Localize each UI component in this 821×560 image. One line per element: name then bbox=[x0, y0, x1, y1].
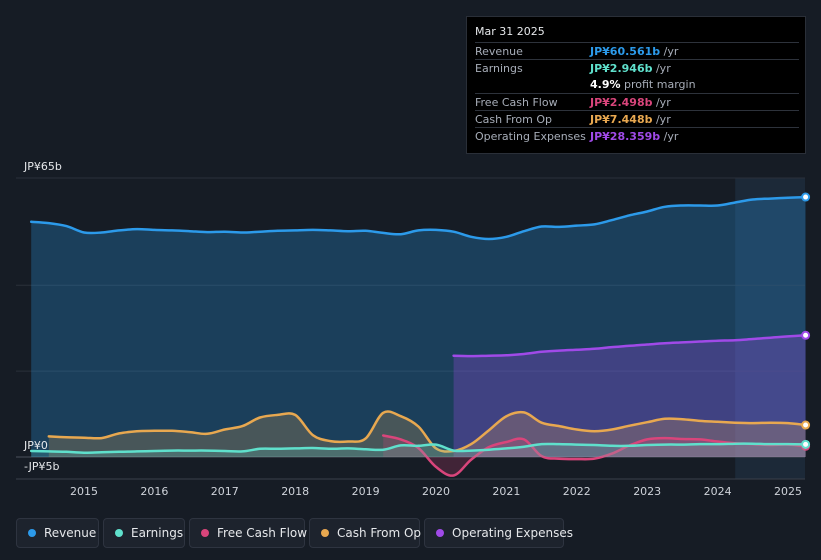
tooltip-row-margin: 4.9% profit margin bbox=[475, 76, 799, 93]
tooltip-value: JP¥60.561b /yr bbox=[590, 45, 679, 58]
series-end-marker-revenue bbox=[801, 192, 811, 202]
series-end-marker-opex bbox=[801, 330, 811, 340]
legend-label: Free Cash Flow bbox=[217, 526, 308, 540]
series-end-marker-earnings bbox=[801, 439, 811, 449]
series-end-marker-cfo bbox=[801, 420, 811, 430]
series-area-revenue bbox=[31, 197, 806, 457]
legend-label: Operating Expenses bbox=[452, 526, 573, 540]
highlight-region bbox=[735, 178, 805, 479]
tooltip-panel: Mar 31 2025 Revenue JP¥60.561b /yr Earni… bbox=[466, 16, 806, 154]
legend-item-earnings[interactable]: Earnings bbox=[103, 518, 185, 548]
legend-label: Revenue bbox=[44, 526, 97, 540]
y-axis-label-zero: JP¥0 bbox=[24, 439, 48, 452]
y-axis-label-top: JP¥65b bbox=[24, 160, 62, 173]
tooltip-row-earnings: Earnings JP¥2.946b /yr bbox=[475, 59, 799, 77]
tooltip-row-opex: Operating Expenses JP¥28.359b /yr bbox=[475, 127, 799, 145]
series-line-cfo bbox=[47, 410, 807, 453]
x-tick-label: 2016 bbox=[140, 485, 168, 498]
tooltip-label: Earnings bbox=[475, 62, 523, 75]
tooltip-row-revenue: Revenue JP¥60.561b /yr bbox=[475, 42, 799, 60]
tooltip-value: JP¥2.498b /yr bbox=[590, 96, 671, 109]
x-tick-label: 2022 bbox=[563, 485, 591, 498]
legend-item-operating-expenses[interactable]: Operating Expenses bbox=[424, 518, 573, 548]
legend-dot-icon bbox=[28, 529, 36, 537]
x-tick-label: 2023 bbox=[633, 485, 661, 498]
series-area-fcf bbox=[383, 435, 806, 476]
tooltip-value: JP¥28.359b /yr bbox=[590, 130, 679, 143]
x-tick-label: 2015 bbox=[70, 485, 98, 498]
tooltip-value: JP¥7.448b /yr bbox=[590, 113, 671, 126]
legend-label: Earnings bbox=[131, 526, 184, 540]
chart-svg: 2015 2016 2017 2018 2019 2020 2021 2022 2023 2024… bbox=[16, 177, 811, 498]
legend-item-revenue[interactable]: Revenue bbox=[16, 518, 99, 548]
tooltip-date: Mar 31 2025 bbox=[475, 25, 545, 38]
series-line-opex bbox=[452, 334, 807, 358]
series-area-opex bbox=[453, 335, 806, 457]
legend-dot-icon bbox=[201, 529, 209, 537]
x-tick-label: 2024 bbox=[704, 485, 732, 498]
series-line-revenue bbox=[29, 195, 807, 241]
x-tick-label: 2018 bbox=[281, 485, 309, 498]
legend-dot-icon bbox=[436, 529, 444, 537]
x-tick-label: 2019 bbox=[352, 485, 380, 498]
legend-label: Cash From Op bbox=[337, 526, 422, 540]
tooltip-label: Cash From Op bbox=[475, 113, 553, 126]
tooltip-value: 4.9% profit margin bbox=[590, 78, 696, 91]
x-tick-label: 2021 bbox=[492, 485, 520, 498]
legend-item-free-cash-flow[interactable]: Free Cash Flow bbox=[189, 518, 308, 548]
tooltip-label: Revenue bbox=[475, 45, 523, 58]
tooltip-label: Free Cash Flow bbox=[475, 96, 558, 109]
tooltip-row-fcf: Free Cash Flow JP¥2.498b /yr bbox=[475, 93, 799, 111]
series-line-earnings bbox=[29, 442, 807, 454]
legend-dot-icon bbox=[115, 529, 123, 537]
y-axis-label-neg: -JP¥5b bbox=[24, 460, 60, 473]
tooltip-value: JP¥2.946b /yr bbox=[590, 62, 671, 75]
x-tick-label: 2017 bbox=[211, 485, 239, 498]
tooltip-row-cfo: Cash From Op JP¥7.448b /yr bbox=[475, 110, 799, 128]
x-tick-label: 2020 bbox=[422, 485, 450, 498]
legend-item-cash-from-op[interactable]: Cash From Op bbox=[309, 518, 422, 548]
tooltip-label: Operating Expenses bbox=[475, 130, 586, 143]
x-tick-label: 2025 bbox=[774, 485, 802, 498]
legend-dot-icon bbox=[321, 529, 329, 537]
